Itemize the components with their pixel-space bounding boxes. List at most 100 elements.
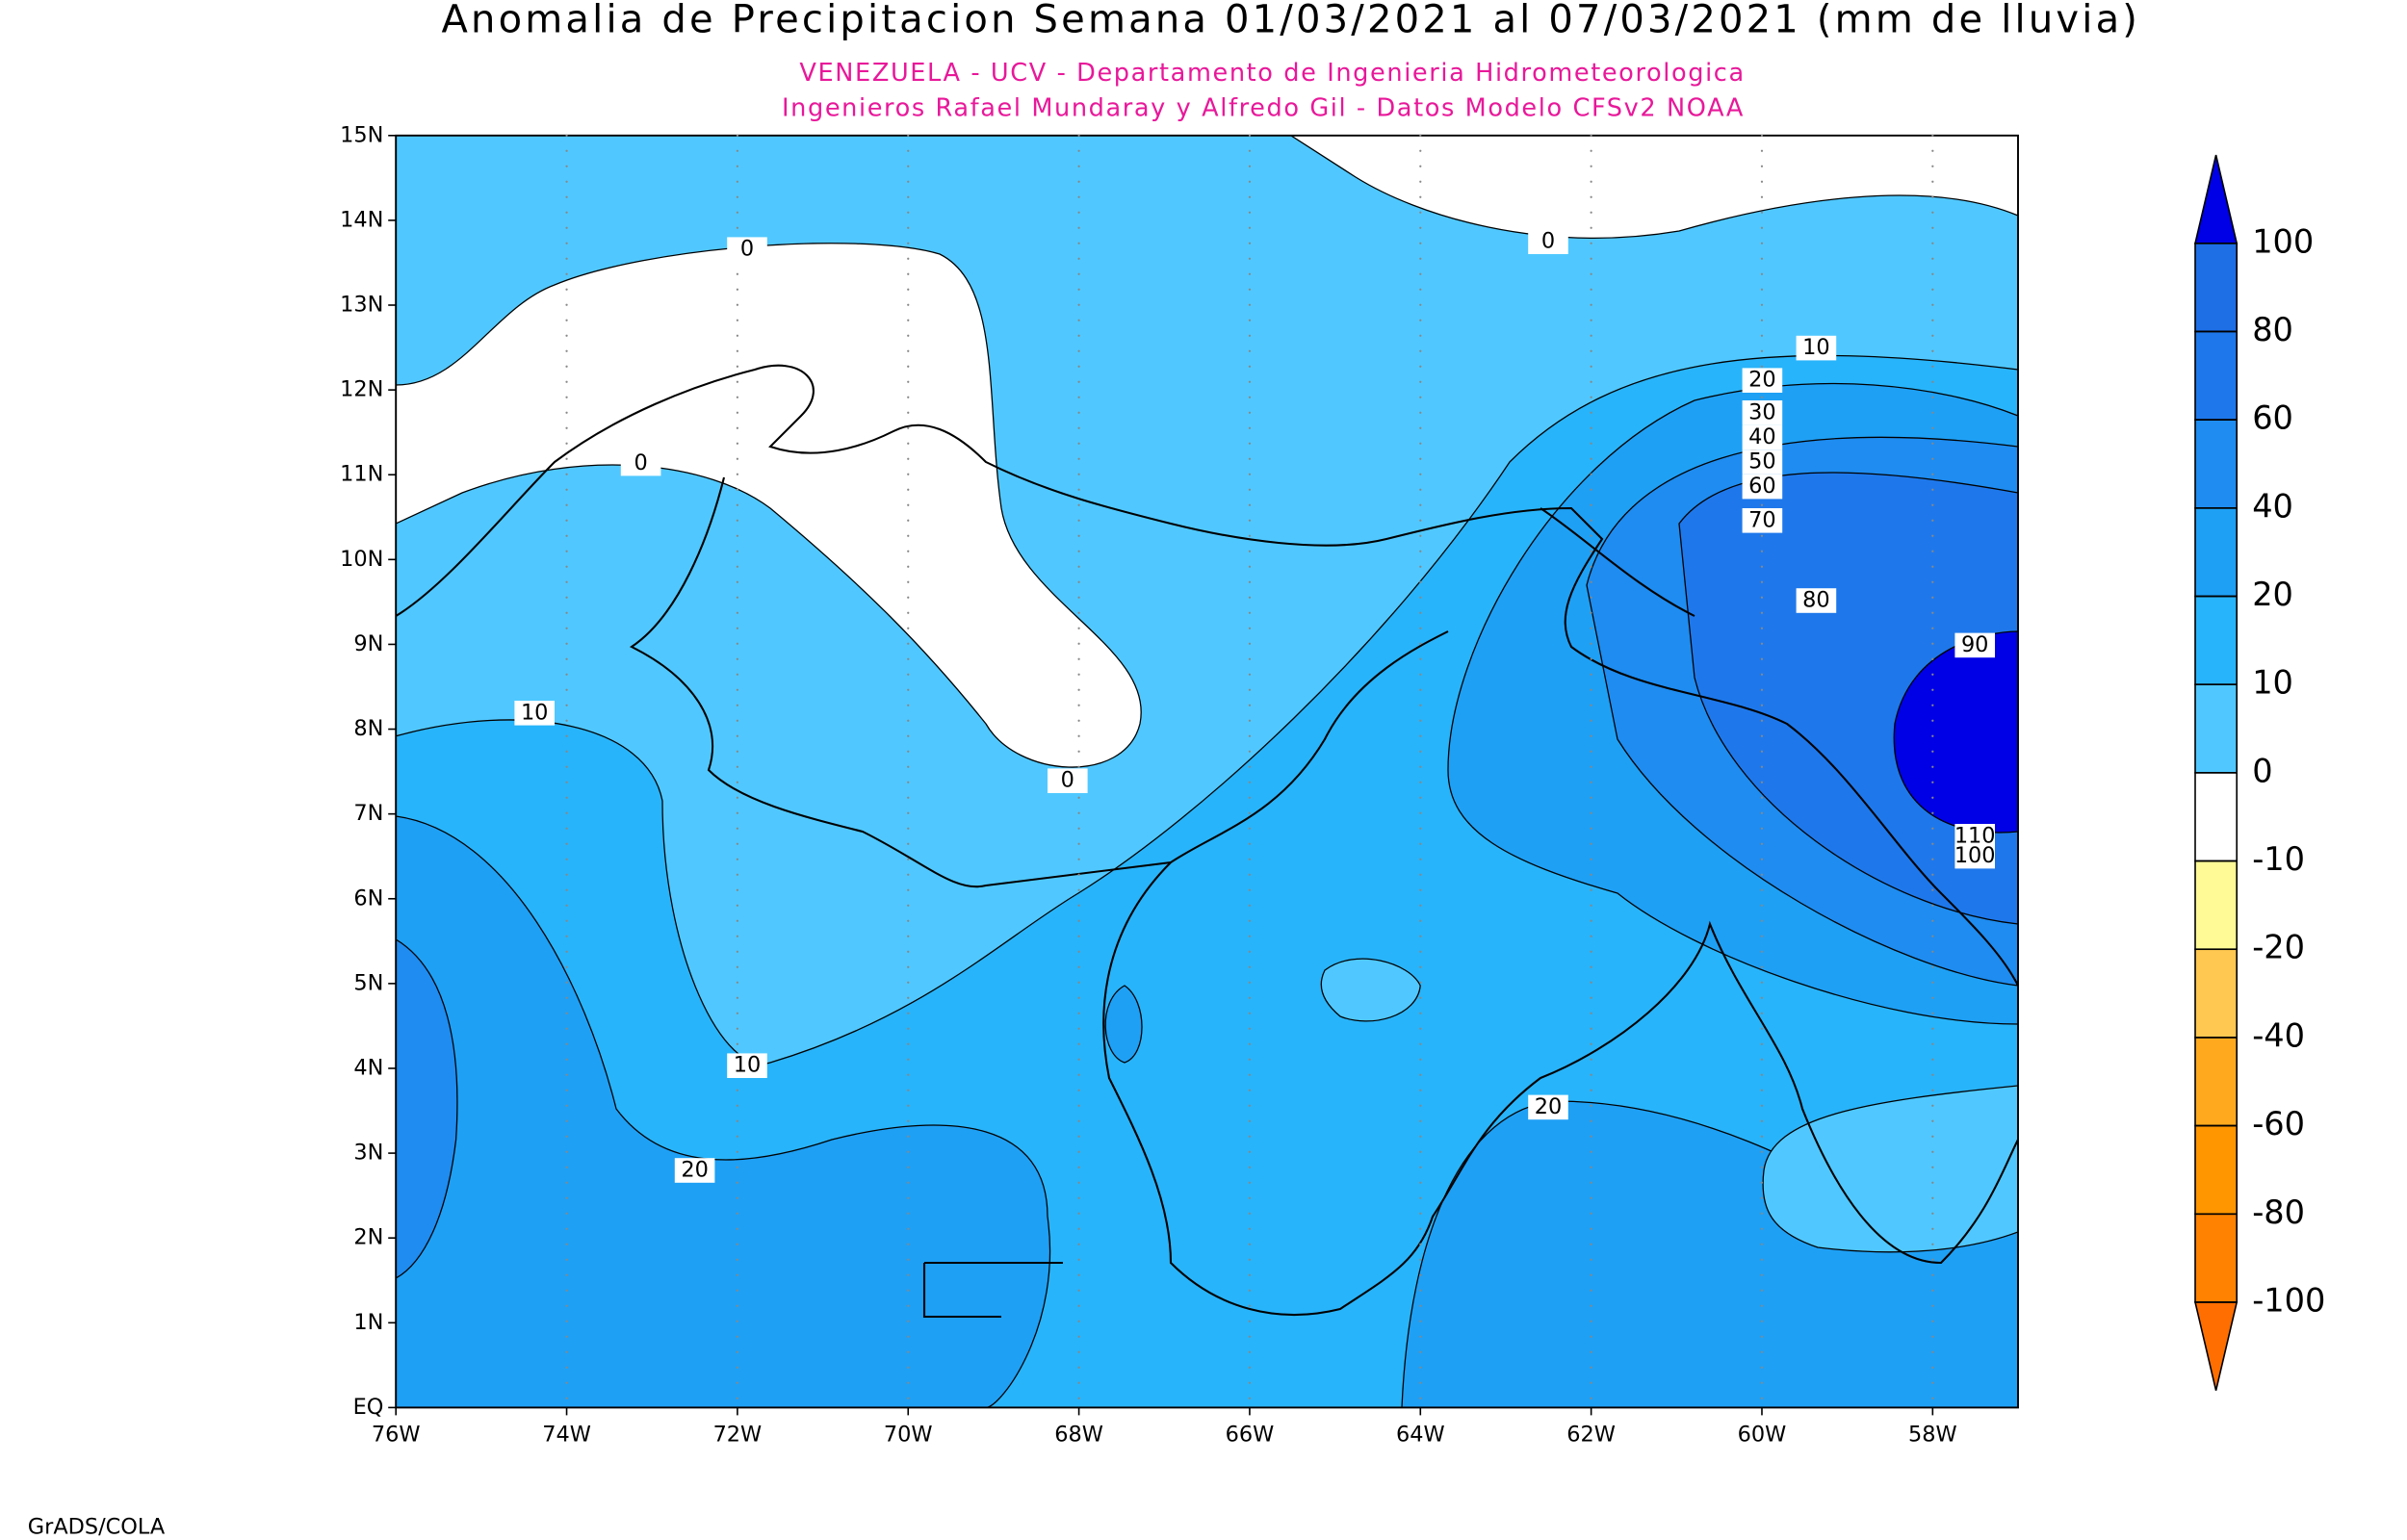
grid-dot (1248, 827, 1252, 830)
grid-dot (736, 627, 739, 629)
grid-dot (736, 195, 739, 198)
grid-dot (1760, 1042, 1764, 1045)
grid-dot (565, 1119, 568, 1122)
contour-label-box (1954, 632, 1995, 658)
grid-dot (1760, 396, 1764, 398)
grid-dot (907, 1135, 910, 1138)
grid-dot (1590, 1304, 1592, 1307)
grid-dot (565, 750, 568, 753)
x-tick-label: 68W (1054, 1423, 1103, 1448)
grid-dot (1931, 919, 1934, 922)
grid-dot (1248, 704, 1252, 706)
grid-dot (736, 319, 739, 321)
grid-dot (1077, 365, 1080, 368)
grid-dot (1590, 180, 1592, 183)
grid-dot (1419, 195, 1422, 198)
grid-dot (1590, 1027, 1592, 1030)
grid-dot (1248, 550, 1252, 552)
colorbar-label: -100 (2252, 1281, 2325, 1319)
grid-dot (1419, 1381, 1422, 1384)
grid-dot (1931, 165, 1934, 167)
grid-dot (1077, 1119, 1080, 1122)
grid-dot (1931, 1135, 1934, 1138)
grid-dot (1931, 442, 1934, 445)
grid-dot (907, 180, 910, 183)
grid-dot (1760, 904, 1764, 907)
contour-label-box (1048, 768, 1088, 793)
grid-dot (1248, 165, 1252, 167)
grid-dot (1760, 1181, 1764, 1184)
grid-dot (907, 796, 910, 799)
grid-dot (1590, 611, 1592, 614)
grid-dot (1760, 935, 1764, 937)
grid-dot (1419, 750, 1422, 753)
grid-dot (1760, 996, 1764, 999)
grid-dot (736, 1166, 739, 1168)
grid-dot (1931, 1196, 1934, 1199)
grid-dot (1760, 1258, 1764, 1261)
grid-dot (1590, 904, 1592, 907)
grid-dot (1077, 719, 1080, 722)
grid-dot (907, 904, 910, 907)
contour-label-box (1528, 1094, 1568, 1120)
colorbar-label: 20 (2252, 576, 2293, 613)
grid-dot (907, 1181, 910, 1184)
grid-dot (736, 981, 739, 984)
grid-dot (1419, 1027, 1422, 1030)
grid-dot (565, 888, 568, 891)
grid-dot (1760, 642, 1764, 645)
colorbar-segment (2194, 860, 2238, 951)
grid-dot (736, 873, 739, 876)
grid-dot (1248, 1320, 1252, 1322)
grid-dot (907, 288, 910, 291)
grid-dot (1590, 411, 1592, 414)
grid-dot (1590, 226, 1592, 229)
grid-dot (736, 165, 739, 167)
grid-dot (1419, 149, 1422, 152)
grid-dot (1931, 349, 1934, 352)
grid-dot (1077, 765, 1080, 768)
grid-dot (1931, 858, 1934, 860)
grid-dot (1419, 627, 1422, 629)
y-tick-label: 3N (353, 1141, 383, 1166)
grid-dot (1590, 1258, 1592, 1261)
grid-dot (907, 919, 910, 922)
grid-dot (1590, 349, 1592, 352)
contour-label-box (1742, 449, 1783, 475)
grid-dot (565, 149, 568, 152)
x-tick-label: 62W (1566, 1423, 1616, 1448)
grid-dot (907, 1335, 910, 1338)
grid-dot (1419, 473, 1422, 475)
grid-dot (1590, 1397, 1592, 1399)
grid-dot (1077, 457, 1080, 460)
grid-dot (565, 796, 568, 799)
grid-dot (1931, 1243, 1934, 1245)
grid-dot (1590, 211, 1592, 214)
grid-dot (907, 1150, 910, 1153)
grid-dot (1931, 426, 1934, 429)
grid-dot (565, 365, 568, 368)
grid-dot (1248, 257, 1252, 260)
grid-dot (565, 919, 568, 922)
y-tick-label: 4N (353, 1055, 383, 1080)
colorbar-label: 0 (2252, 752, 2272, 789)
grid-dot (1760, 1150, 1764, 1153)
grid-dot (1077, 1335, 1080, 1338)
grid-dot (907, 1166, 910, 1168)
grid-dot (907, 1104, 910, 1107)
grid-dot (1931, 1119, 1934, 1122)
grid-dot (907, 981, 910, 984)
grid-dot (1419, 827, 1422, 830)
grid-dot (736, 965, 739, 968)
grid-dot (1419, 1289, 1422, 1292)
grid-dot (1248, 858, 1252, 860)
grid-dot (1077, 827, 1080, 830)
grid-dot (1419, 704, 1422, 706)
grid-dot (1077, 165, 1080, 167)
grid-dot (1419, 519, 1422, 522)
grid-dot (1077, 858, 1080, 860)
grid-dot (1760, 950, 1764, 953)
grid-dot (1248, 811, 1252, 814)
grid-dot (1931, 242, 1934, 244)
grid-dot (1931, 1258, 1934, 1261)
